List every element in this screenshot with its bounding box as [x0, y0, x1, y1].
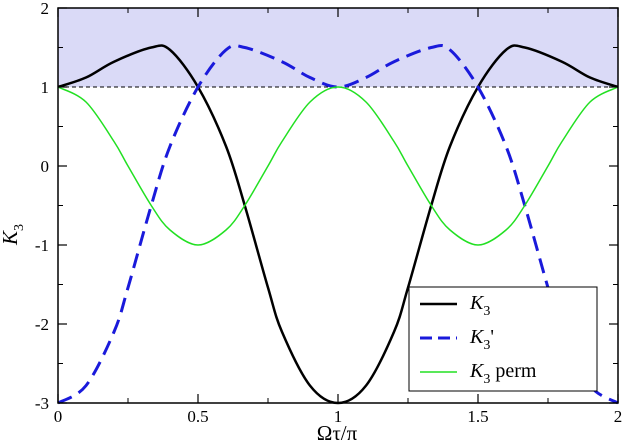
legend-label-main: K [469, 326, 485, 348]
y-tick-label: -2 [35, 315, 49, 334]
x-tick-label: 0.5 [187, 407, 208, 426]
legend-label-suffix: perm [490, 360, 537, 382]
x-axis-ticks: 0 0.5 1 1.5 2 [54, 8, 623, 426]
y-axis-label: K3 [0, 224, 27, 246]
y-axis-ticks: -3 -2 -1 0 1 2 [35, 0, 618, 413]
y-tick-label: 0 [41, 157, 50, 176]
legend-label: K3' [469, 326, 494, 353]
legend-label-sub: 3 [483, 338, 490, 353]
y-axis-label-sub: 3 [12, 224, 27, 231]
legend-label-suffix: ' [490, 326, 494, 348]
y-tick-label: 1 [41, 78, 50, 97]
legend-label-sub: 3 [483, 304, 490, 319]
legend-label-main: K [469, 360, 485, 382]
legend-label-sub: 3 [483, 372, 490, 387]
shaded-region [58, 8, 618, 87]
plot-area [57, 7, 619, 405]
legend-label: K3 perm [469, 360, 537, 387]
series-k3-prime-line [57, 43, 619, 405]
y-tick-label: 2 [41, 0, 50, 18]
legend-label: K3 [469, 292, 490, 319]
y-axis-label-main: K [0, 230, 22, 246]
x-tick-label: 2 [614, 407, 623, 426]
x-tick-label: 1.5 [467, 407, 488, 426]
y-tick-label: -1 [35, 236, 49, 255]
x-tick-label: 0 [54, 407, 63, 426]
x-axis-label: Ωτ/π [317, 421, 358, 444]
x-tick-label: 1 [334, 407, 343, 426]
legend-label-main: K [469, 292, 485, 314]
series-k3-perm-line [57, 86, 619, 246]
y-tick-label: -3 [35, 394, 49, 413]
